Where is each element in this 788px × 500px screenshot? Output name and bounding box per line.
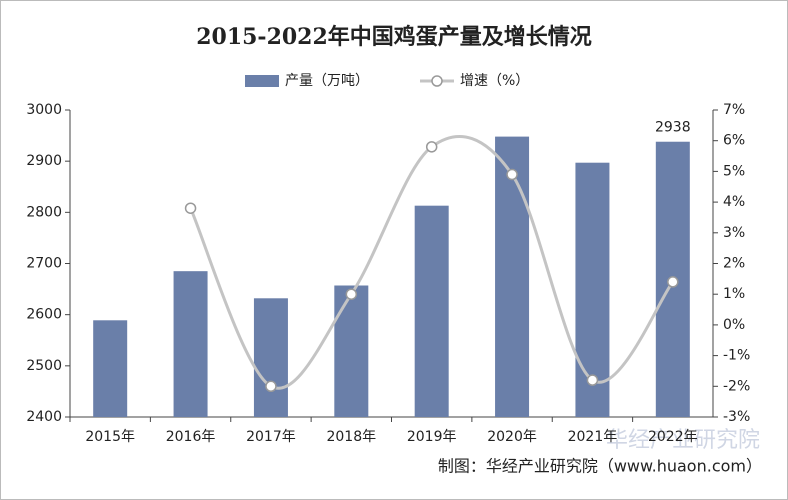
source: 制图：华经产业研究院（www.huaon.com）: [438, 457, 762, 476]
x-tick-label: 2016年: [166, 429, 216, 445]
bar: [334, 285, 369, 417]
bar: [414, 205, 449, 417]
bar: [253, 298, 288, 417]
y2-tick-label: 5%: [723, 163, 745, 179]
y2-tick-label: 1%: [723, 286, 745, 302]
y2-tick-label: -3%: [723, 409, 750, 425]
y-tick-label: 2800: [26, 204, 62, 220]
line-marker: [425, 141, 438, 153]
legend-label: 增速（%）: [460, 73, 529, 89]
watermark: 华经产业研究院: [606, 428, 760, 453]
line-marker: [184, 202, 197, 214]
y-tick-label: 2600: [26, 307, 62, 323]
y-tick-label: 3000: [26, 102, 62, 118]
line-marker: [667, 276, 679, 288]
x-tick-label: 2018年: [326, 429, 376, 445]
bar: [173, 271, 208, 417]
y2-tick-label: 7%: [723, 102, 745, 118]
y-tick-label: 2400: [26, 409, 62, 425]
y2-tick-label: 2%: [723, 256, 745, 272]
x-tick-label: 2022年: [648, 429, 698, 445]
y2-tick-label: 4%: [723, 194, 745, 210]
bar: [495, 136, 530, 417]
line-marker: [345, 288, 358, 300]
y2-tick-label: -2%: [723, 378, 750, 394]
line-marker: [586, 374, 599, 386]
bar: [93, 320, 128, 417]
chart-title: 2015-2022年中国鸡蛋产量及增长情况: [196, 24, 592, 50]
y-tick-label: 2900: [26, 153, 62, 169]
x-tick-label: 2021年: [568, 429, 618, 445]
x-tick-label: 2020年: [487, 429, 537, 445]
y2-tick-label: 3%: [723, 225, 745, 241]
legend-swatch: [245, 75, 279, 87]
y2-tick-label: -1%: [723, 348, 750, 364]
data-label: 2938: [655, 120, 691, 136]
y2-tick-label: 6%: [723, 133, 745, 149]
x-tick-label: 2015年: [85, 429, 135, 445]
x-tick-label: 2017年: [246, 429, 296, 445]
y2-tick-label: 0%: [723, 317, 745, 333]
y-tick-label: 2700: [26, 256, 62, 272]
y-tick-label: 2500: [26, 358, 62, 374]
legend-marker: [431, 75, 443, 87]
x-tick-label: 2019年: [407, 429, 457, 445]
legend-label: 产量（万吨）: [285, 73, 369, 89]
line-marker: [506, 168, 518, 181]
line-marker: [265, 380, 277, 393]
